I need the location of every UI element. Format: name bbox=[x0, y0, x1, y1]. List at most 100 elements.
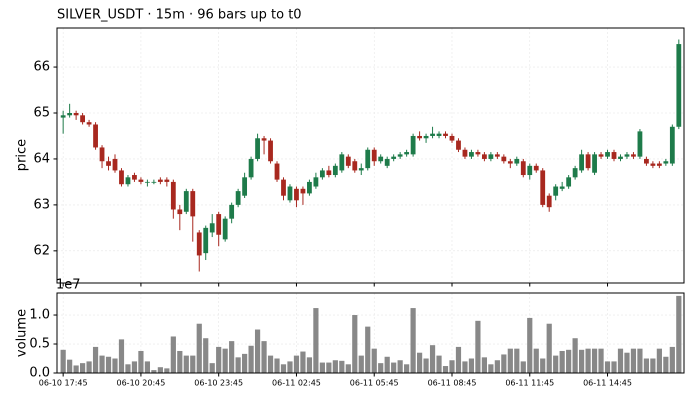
y-tick-label: 0.5 bbox=[29, 337, 50, 352]
candle-body bbox=[579, 154, 585, 171]
volume-bar bbox=[501, 354, 507, 373]
candle-body bbox=[650, 163, 656, 166]
candle-body bbox=[209, 223, 215, 233]
volume-bar bbox=[157, 367, 163, 373]
candle-body bbox=[261, 138, 267, 141]
x-tick-label: 06-10 17:45 bbox=[39, 379, 88, 388]
volume-bar bbox=[643, 358, 650, 373]
volume-bar bbox=[481, 357, 487, 373]
candle-body bbox=[611, 152, 617, 159]
candle-body bbox=[494, 154, 500, 157]
candle-body bbox=[229, 204, 235, 219]
candle-body bbox=[112, 158, 118, 171]
candle-body bbox=[566, 177, 572, 187]
candle-body bbox=[132, 175, 137, 180]
y-tick-label: 62 bbox=[33, 243, 50, 258]
candle-body bbox=[248, 158, 254, 178]
candle-body bbox=[125, 177, 131, 185]
volume-bar bbox=[345, 364, 351, 373]
volume-bar bbox=[617, 348, 624, 373]
plot-frame bbox=[56, 292, 685, 374]
chart-title: SILVER_USDT · 15m · 96 bars up to t0 bbox=[57, 8, 302, 23]
candle-body bbox=[417, 135, 422, 139]
volume-bar bbox=[488, 364, 494, 373]
candle-body bbox=[663, 161, 669, 164]
volume-bar bbox=[365, 326, 371, 373]
candle-body bbox=[475, 152, 481, 155]
candle-body bbox=[449, 135, 455, 141]
volume-bar bbox=[164, 368, 170, 373]
candle-body bbox=[242, 177, 248, 196]
candle-body bbox=[456, 140, 461, 150]
volume-bar bbox=[391, 362, 397, 373]
y-tick-label: 1.0 bbox=[29, 308, 50, 323]
volume-bar bbox=[267, 355, 274, 373]
volume-bar bbox=[371, 348, 377, 373]
volume-bar bbox=[669, 346, 675, 373]
x-tick-label: 06-10 23:45 bbox=[194, 379, 243, 388]
volume-bar bbox=[67, 359, 73, 373]
candle-body bbox=[527, 165, 533, 176]
candle-body bbox=[294, 188, 299, 201]
volume-bar bbox=[416, 352, 423, 373]
candle-body bbox=[99, 147, 105, 162]
volume-bar bbox=[319, 362, 325, 373]
candle-body bbox=[332, 165, 338, 176]
volume-bar bbox=[468, 358, 475, 373]
x-tick-label: 06-10 20:45 bbox=[117, 379, 166, 388]
plot-frame bbox=[56, 27, 685, 284]
candle-body bbox=[281, 179, 286, 196]
candle-body bbox=[371, 149, 377, 162]
candle-body bbox=[339, 154, 345, 171]
candle-body bbox=[540, 170, 546, 205]
candle-body bbox=[352, 161, 358, 171]
volume-bar bbox=[125, 364, 131, 373]
volume-bar bbox=[436, 355, 442, 373]
volume-bar bbox=[598, 348, 604, 373]
volume-bar bbox=[397, 360, 403, 373]
volume-bar bbox=[591, 348, 598, 373]
volume-bar bbox=[384, 356, 390, 373]
candle-body bbox=[676, 44, 682, 127]
volume-bar bbox=[579, 349, 585, 373]
candle-body bbox=[203, 227, 209, 254]
volume-bar bbox=[546, 323, 552, 373]
candle-body bbox=[520, 161, 526, 176]
candle-body bbox=[469, 152, 474, 157]
candle-body bbox=[553, 186, 559, 196]
candle-body bbox=[572, 168, 578, 178]
volume-bar bbox=[183, 355, 189, 373]
candle-body bbox=[546, 195, 552, 208]
volume-bar bbox=[92, 346, 99, 373]
candle-body bbox=[397, 154, 403, 157]
candle-body bbox=[501, 156, 507, 162]
volume-bar bbox=[203, 338, 209, 373]
candle-body bbox=[585, 154, 591, 169]
volume-bar bbox=[242, 353, 248, 373]
volume-bar bbox=[99, 355, 105, 373]
candle-body bbox=[138, 179, 144, 182]
candle-body bbox=[462, 149, 468, 157]
candle-body bbox=[326, 170, 332, 176]
candle-body bbox=[73, 113, 79, 116]
candle-body bbox=[164, 179, 170, 182]
candle-body bbox=[274, 163, 280, 180]
volume-bar bbox=[553, 355, 559, 373]
volume-bar bbox=[229, 341, 235, 373]
volume-bar bbox=[533, 348, 539, 373]
candle-body bbox=[319, 170, 325, 178]
volume-bar bbox=[326, 362, 332, 373]
volume-bar bbox=[611, 361, 617, 373]
volume-bar bbox=[404, 364, 410, 373]
volume-bar bbox=[60, 349, 66, 373]
volume-bar bbox=[358, 355, 364, 373]
volume-bar bbox=[86, 361, 92, 373]
candle-body bbox=[307, 181, 312, 194]
volume-bar bbox=[306, 357, 313, 373]
candle-body bbox=[488, 154, 494, 159]
candle-body bbox=[170, 181, 176, 210]
volume-bar bbox=[624, 352, 630, 373]
candle-body bbox=[618, 156, 623, 159]
volume-bar bbox=[313, 308, 319, 373]
